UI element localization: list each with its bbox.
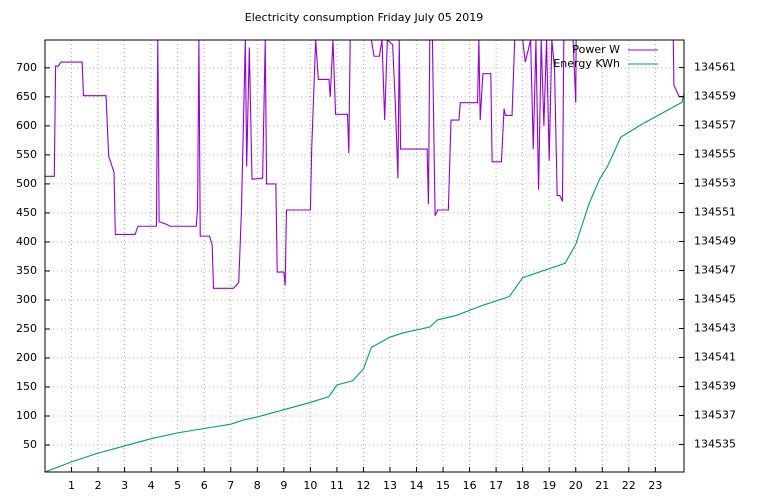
x-tick-label: 20 — [569, 479, 583, 492]
y-tick-label: 50 — [23, 438, 37, 451]
y-tick-label: 100 — [16, 409, 37, 422]
y-tick-label: 150 — [16, 380, 37, 393]
y2-tick-label: 134545 — [694, 292, 736, 305]
legend-label: Energy KWh — [553, 57, 620, 70]
y-tick-label: 650 — [16, 90, 37, 103]
x-tick-label: 3 — [121, 479, 128, 492]
x-tick-label: 8 — [254, 479, 261, 492]
y2-tick-label: 134537 — [694, 408, 736, 421]
y-tick-label: 700 — [16, 61, 37, 74]
x-tick-label: 21 — [595, 479, 609, 492]
x-tick-label: 18 — [516, 479, 530, 492]
x-tick-label: 15 — [436, 479, 450, 492]
x-tick-label: 7 — [227, 479, 234, 492]
y2-tick-label: 134551 — [694, 206, 736, 219]
x-tick-label: 19 — [542, 479, 556, 492]
data-line — [45, 93, 684, 472]
x-tick-label: 14 — [410, 479, 424, 492]
x-tick-label: 11 — [330, 479, 344, 492]
y-tick-label: 600 — [16, 119, 37, 132]
y-tick-label: 350 — [16, 264, 37, 277]
y2-tick-label: 134561 — [694, 61, 736, 74]
x-tick-label: 9 — [280, 479, 287, 492]
x-tick-label: 22 — [622, 479, 636, 492]
x-tick-label: 12 — [356, 479, 370, 492]
legend-label: Power W — [572, 43, 620, 56]
y-tick-label: 550 — [16, 148, 37, 161]
x-tick-label: 10 — [303, 479, 317, 492]
plot-frame — [44, 39, 685, 473]
x-tick-label: 23 — [648, 479, 662, 492]
y2-tick-label: 134541 — [694, 350, 736, 363]
y-tick-label: 250 — [16, 322, 37, 335]
y-tick-label: 300 — [16, 293, 37, 306]
y2-tick-label: 134539 — [694, 379, 736, 392]
x-tick-label: 6 — [201, 479, 208, 492]
x-tick-label: 1 — [68, 479, 75, 492]
y2-tick-label: 134553 — [694, 177, 736, 190]
x-tick-label: 4 — [148, 479, 155, 492]
y-tick-label: 500 — [16, 177, 37, 190]
y2-tick-label: 134543 — [694, 321, 736, 334]
y-tick-label: 200 — [16, 351, 37, 364]
data-line — [45, 40, 684, 289]
y2-tick-label: 134555 — [694, 148, 736, 161]
chart-title: Electricity consumption Friday July 05 2… — [245, 11, 483, 24]
x-tick-label: 13 — [383, 479, 397, 492]
y-tick-label: 400 — [16, 235, 37, 248]
y2-tick-label: 134549 — [694, 235, 736, 248]
x-tick-label: 16 — [463, 479, 477, 492]
y2-tick-label: 134535 — [694, 437, 736, 450]
y-tick-label: 450 — [16, 206, 37, 219]
y2-tick-label: 134547 — [694, 263, 736, 276]
y2-tick-label: 134559 — [694, 90, 736, 103]
x-tick-label: 5 — [174, 479, 181, 492]
x-tick-label: 17 — [489, 479, 503, 492]
x-tick-label: 2 — [95, 479, 102, 492]
y2-tick-label: 134557 — [694, 119, 736, 132]
